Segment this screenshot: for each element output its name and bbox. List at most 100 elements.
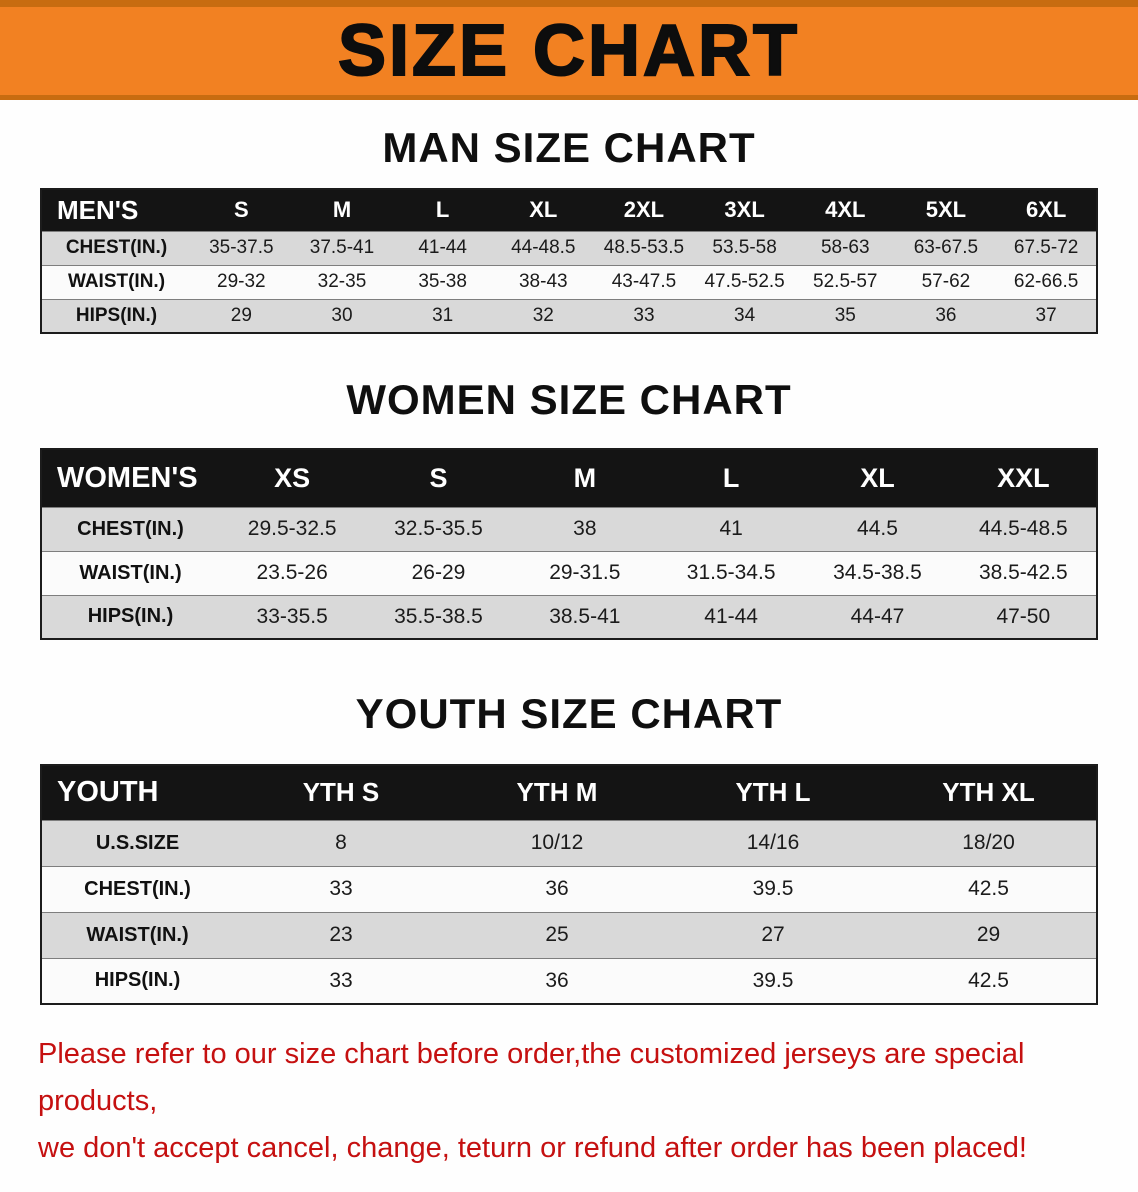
- size-value-cell: 10/12: [449, 819, 665, 866]
- row-label: CHEST(IN.): [41, 865, 233, 912]
- size-value-cell: 42.5: [881, 957, 1097, 1004]
- women-header-row: WOMEN'S XS S M L XL XXL: [41, 449, 1097, 507]
- page-title: SIZE CHART: [337, 11, 800, 91]
- size-value-cell: 29-32: [191, 264, 292, 299]
- size-value-cell: 42.5: [881, 865, 1097, 912]
- size-value-cell: 38-43: [492, 264, 594, 299]
- size-value-cell: 58-63: [794, 230, 896, 265]
- row-label: CHEST(IN.): [41, 506, 219, 551]
- table-row: HIPS(IN.) 33 36 39.5 42.5: [41, 957, 1097, 1004]
- row-label: U.S.SIZE: [41, 819, 233, 866]
- table-row: WAIST(IN.) 29-32 32-35 35-38 38-43 43-47…: [41, 264, 1097, 299]
- table-row: HIPS(IN.) 33-35.5 35.5-38.5 38.5-41 41-4…: [41, 594, 1097, 639]
- size-value-cell: 35.5-38.5: [365, 594, 512, 639]
- size-value-cell: 32: [492, 298, 594, 333]
- size-value-cell: 33-35.5: [219, 594, 366, 639]
- size-value-cell: 41-44: [392, 230, 493, 265]
- table-row: U.S.SIZE 8 10/12 14/16 18/20: [41, 819, 1097, 866]
- row-label: WAIST(IN.): [41, 911, 233, 958]
- row-label: HIPS(IN.): [41, 594, 219, 639]
- row-label: WAIST(IN.): [41, 550, 219, 595]
- size-value-cell: 26-29: [365, 550, 512, 595]
- size-col-header: M: [573, 462, 597, 493]
- size-value-cell: 47-50: [950, 594, 1097, 639]
- size-col-header: S: [233, 197, 249, 223]
- men-table-label: MEN'S: [57, 194, 139, 225]
- size-value-cell: 32.5-35.5: [365, 506, 512, 551]
- size-value-cell: 62-66.5: [996, 264, 1097, 299]
- size-value-cell: 57-62: [895, 264, 997, 299]
- size-col-header: XS: [274, 462, 311, 493]
- size-value-cell: 34: [694, 298, 795, 333]
- table-row: CHEST(IN.) 29.5-32.5 32.5-35.5 38 41 44.…: [41, 506, 1097, 551]
- size-value-cell: 41-44: [657, 594, 805, 639]
- table-row: WAIST(IN.) 23 25 27 29: [41, 911, 1097, 958]
- row-label: WAIST(IN.): [41, 264, 191, 299]
- disclaimer-line-1: Please refer to our size chart before or…: [38, 1038, 1025, 1117]
- size-value-cell: 38.5-41: [511, 594, 658, 639]
- row-label: CHEST(IN.): [41, 230, 191, 265]
- size-col-header: 3XL: [724, 197, 765, 223]
- size-value-cell: 38: [511, 506, 658, 551]
- size-col-header: 6XL: [1025, 197, 1067, 223]
- size-col-header: XL: [529, 197, 558, 223]
- table-row: WAIST(IN.) 23.5-26 26-29 29-31.5 31.5-34…: [41, 550, 1097, 595]
- size-value-cell: 29: [191, 298, 292, 333]
- table-row: HIPS(IN.) 29 30 31 32 33 34 35 36 37: [41, 298, 1097, 333]
- size-value-cell: 33: [233, 865, 449, 912]
- row-label: HIPS(IN.): [41, 298, 191, 333]
- table-row: CHEST(IN.) 33 36 39.5 42.5: [41, 865, 1097, 912]
- size-col-header: YTH M: [516, 777, 598, 808]
- size-value-cell: 44.5-48.5: [950, 506, 1097, 551]
- size-col-header: XL: [860, 462, 895, 493]
- size-value-cell: 23.5-26: [219, 550, 366, 595]
- table-row: CHEST(IN.) 35-37.5 37.5-41 41-44 44-48.5…: [41, 230, 1097, 265]
- size-value-cell: 44-48.5: [492, 230, 594, 265]
- size-col-header: XXL: [997, 462, 1050, 493]
- size-value-cell: 36: [449, 865, 665, 912]
- women-table-label: WOMEN'S: [57, 461, 198, 494]
- size-value-cell: 36: [449, 957, 665, 1004]
- size-value-cell: 36: [895, 298, 997, 333]
- size-value-cell: 48.5-53.5: [593, 230, 695, 265]
- size-value-cell: 52.5-57: [794, 264, 896, 299]
- women-size-table: WOMEN'S XS S M L XL XXL CHEST(IN.) 29.5-…: [40, 448, 1098, 640]
- size-value-cell: 63-67.5: [895, 230, 997, 265]
- size-value-cell: 27: [665, 911, 881, 958]
- size-value-cell: 31: [392, 298, 493, 333]
- size-value-cell: 31.5-34.5: [657, 550, 805, 595]
- size-value-cell: 43-47.5: [593, 264, 695, 299]
- size-value-cell: 34.5-38.5: [804, 550, 951, 595]
- size-value-cell: 23: [233, 911, 449, 958]
- size-value-cell: 37: [996, 298, 1097, 333]
- size-value-cell: 39.5: [665, 957, 881, 1004]
- title-banner: SIZE CHART: [0, 0, 1138, 100]
- size-value-cell: 8: [233, 819, 449, 866]
- size-col-header: 4XL: [825, 197, 866, 223]
- size-value-cell: 41: [657, 506, 805, 551]
- disclaimer-text: Please refer to our size chart before or…: [38, 1031, 1100, 1172]
- size-value-cell: 53.5-58: [694, 230, 795, 265]
- size-value-cell: 44-47: [804, 594, 951, 639]
- size-value-cell: 33: [233, 957, 449, 1004]
- size-value-cell: 29-31.5: [511, 550, 658, 595]
- size-value-cell: 14/16: [665, 819, 881, 866]
- size-col-header: L: [722, 462, 740, 493]
- size-value-cell: 47.5-52.5: [694, 264, 795, 299]
- size-col-header: 2XL: [623, 197, 665, 223]
- size-value-cell: 30: [291, 298, 393, 333]
- size-col-header: YTH S: [302, 777, 380, 808]
- youth-section-heading: YOUTH SIZE CHART: [355, 690, 783, 737]
- size-value-cell: 39.5: [665, 865, 881, 912]
- size-value-cell: 33: [593, 298, 695, 333]
- size-col-header: M: [332, 197, 352, 223]
- size-value-cell: 29: [881, 911, 1097, 958]
- size-value-cell: 67.5-72: [996, 230, 1097, 265]
- size-value-cell: 38.5-42.5: [950, 550, 1097, 595]
- size-value-cell: 35: [794, 298, 896, 333]
- size-value-cell: 29.5-32.5: [219, 506, 366, 551]
- size-value-cell: 35-38: [392, 264, 493, 299]
- men-section-heading: MAN SIZE CHART: [382, 124, 756, 171]
- size-col-header: YTH XL: [942, 777, 1035, 808]
